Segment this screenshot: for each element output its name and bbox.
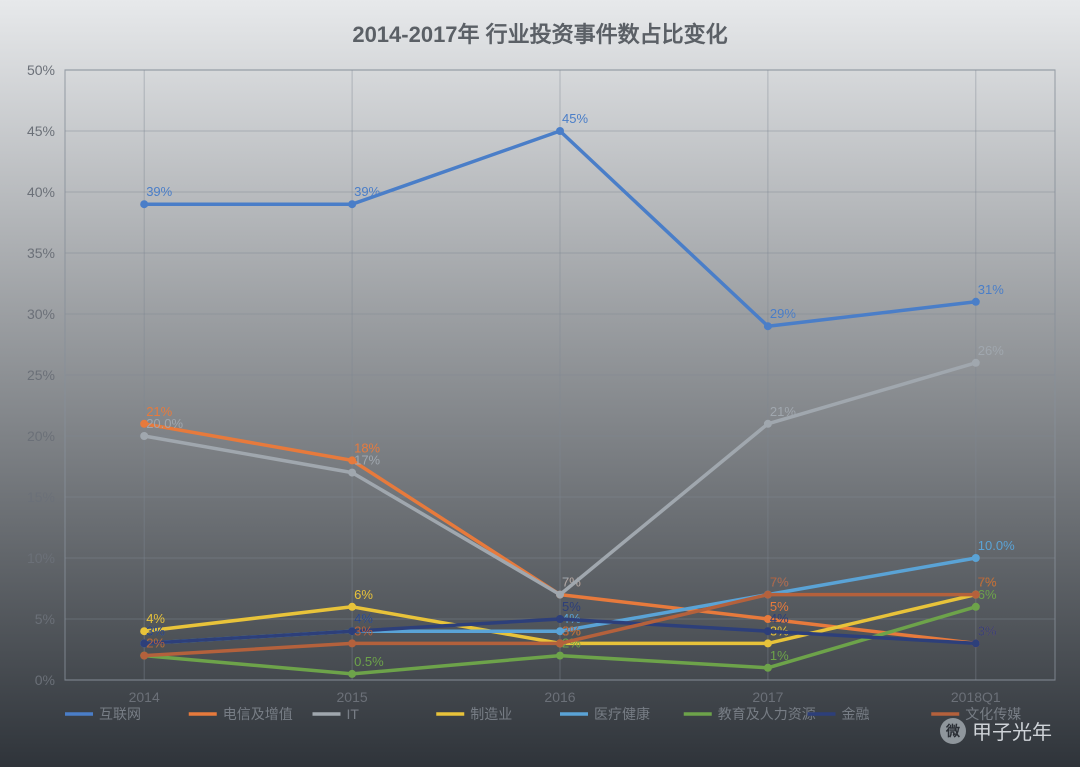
svg-text:医疗健康: 医疗健康: [594, 706, 650, 722]
svg-text:6%: 6%: [354, 587, 373, 602]
svg-text:2018Q1: 2018Q1: [951, 689, 1001, 705]
svg-text:15%: 15%: [27, 489, 55, 505]
svg-text:5%: 5%: [562, 599, 581, 614]
svg-text:3%: 3%: [978, 623, 997, 638]
svg-text:26%: 26%: [978, 343, 1004, 358]
svg-text:31%: 31%: [978, 282, 1004, 297]
svg-text:20.0%: 20.0%: [146, 416, 183, 431]
svg-text:25%: 25%: [27, 367, 55, 383]
svg-text:2014-2017年 行业投资事件数占比变化: 2014-2017年 行业投资事件数占比变化: [352, 22, 727, 47]
svg-text:50%: 50%: [27, 62, 55, 78]
svg-text:39%: 39%: [354, 184, 380, 199]
svg-text:0%: 0%: [35, 672, 55, 688]
svg-text:3%: 3%: [354, 623, 373, 638]
svg-text:0.5%: 0.5%: [354, 654, 384, 669]
svg-text:3%: 3%: [562, 623, 581, 638]
svg-text:制造业: 制造业: [470, 706, 512, 722]
svg-text:40%: 40%: [27, 184, 55, 200]
svg-text:20%: 20%: [27, 428, 55, 444]
svg-text:2015: 2015: [337, 689, 368, 705]
svg-text:7%: 7%: [770, 575, 789, 590]
svg-text:4%: 4%: [770, 611, 789, 626]
svg-text:2014: 2014: [129, 689, 160, 705]
wechat-icon: 微: [940, 718, 966, 744]
watermark: 微 甲子光年: [940, 716, 1052, 745]
svg-text:10%: 10%: [27, 550, 55, 566]
svg-text:29%: 29%: [770, 306, 796, 321]
svg-text:2017: 2017: [752, 689, 783, 705]
svg-text:10.0%: 10.0%: [978, 538, 1015, 553]
svg-text:39%: 39%: [146, 184, 172, 199]
svg-text:45%: 45%: [27, 123, 55, 139]
svg-text:2016: 2016: [544, 689, 575, 705]
line-chart: 2014-2017年 行业投资事件数占比变化 0% 5% 10% 15% 20% 25% 30…: [0, 0, 1080, 767]
svg-text:21%: 21%: [770, 404, 796, 419]
svg-text:30%: 30%: [27, 306, 55, 322]
svg-text:IT: IT: [347, 706, 360, 722]
svg-text:7%: 7%: [562, 575, 581, 590]
svg-text:5%: 5%: [35, 611, 55, 627]
svg-text:45%: 45%: [562, 111, 588, 126]
svg-text:互联网: 互联网: [99, 706, 141, 722]
svg-text:1%: 1%: [770, 648, 789, 663]
svg-text:教育及人力资源: 教育及人力资源: [718, 706, 816, 722]
svg-text:电信及增值: 电信及增值: [223, 706, 293, 722]
svg-text:17%: 17%: [354, 453, 380, 468]
svg-text:金融: 金融: [842, 706, 870, 722]
svg-text:2%: 2%: [146, 636, 165, 651]
svg-text:7%: 7%: [978, 575, 997, 590]
svg-text:35%: 35%: [27, 245, 55, 261]
watermark-text: 甲子光年: [972, 716, 1052, 745]
